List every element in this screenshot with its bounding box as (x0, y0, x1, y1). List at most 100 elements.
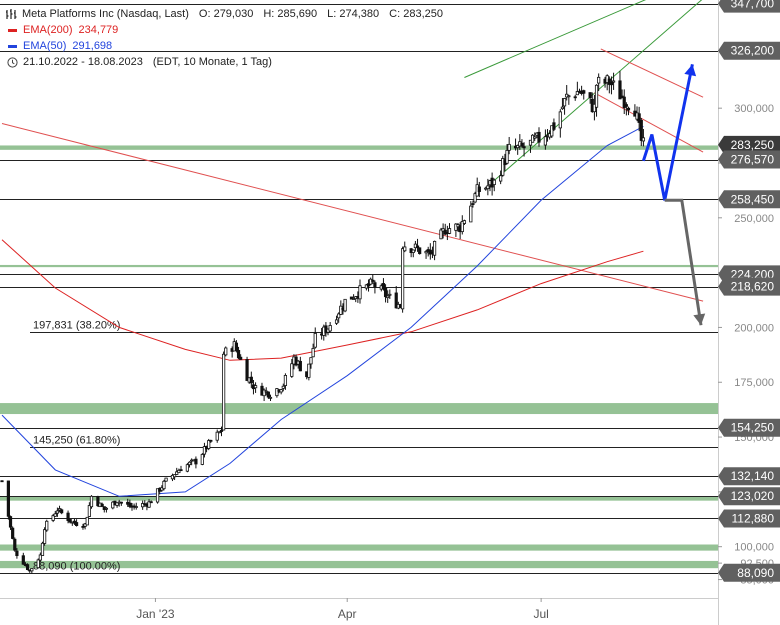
candle-body (68, 519, 72, 523)
candle-body (339, 305, 343, 315)
price-tag (718, 135, 780, 154)
candle-body (155, 488, 160, 503)
price-tag (718, 41, 780, 60)
candle-body (562, 98, 567, 107)
candle-body (516, 145, 520, 149)
candle-body (57, 508, 62, 511)
candle-body (13, 538, 17, 551)
candle-body (307, 363, 311, 378)
candle-body (128, 502, 132, 507)
candle-body (411, 249, 415, 253)
price-tag (718, 509, 780, 528)
candle-body (415, 245, 420, 249)
ema50-value: 291,698 (72, 40, 113, 52)
candle-body (134, 506, 138, 508)
candle-body (522, 146, 526, 149)
candle-body (641, 137, 646, 142)
candle-body (609, 81, 614, 86)
legend-instrument-row: Meta Platforms Inc (Nasdaq, Last) O: 279… (6, 6, 443, 22)
fib-label: 88,090 (100.00%) (33, 561, 120, 573)
candle-body (11, 527, 15, 539)
candle-body (639, 119, 643, 141)
candle-body (96, 496, 100, 507)
y-tick-label: 100,000 (734, 542, 774, 554)
price-tag (718, 563, 780, 582)
candle-body (573, 96, 577, 99)
candle-body (264, 390, 268, 393)
candle-body (215, 431, 219, 441)
candle-body (239, 356, 243, 360)
legend-ema200-row: EMA(200) 234,779 (6, 22, 443, 38)
ema200-value: 234,779 (78, 24, 119, 36)
candle-body (45, 520, 49, 531)
candle-body (217, 431, 221, 434)
fib-label: 145,250 (61.80%) (33, 435, 120, 447)
instrument-title: Meta Platforms Inc (Nasdaq, Last) (22, 8, 189, 20)
candle-body (594, 84, 599, 108)
candle-body (622, 96, 626, 109)
trend-line (594, 92, 704, 153)
candle-body (386, 295, 390, 299)
candle-body (87, 505, 91, 517)
candle-body (8, 516, 13, 528)
candle-body (471, 203, 475, 205)
trend-line (1, 123, 704, 302)
price-tag-label: 347,700 (731, 0, 775, 11)
support-zone (0, 496, 718, 501)
candle-body (266, 391, 270, 398)
ema200-label: EMA(200) (23, 24, 73, 36)
x-tick-label: Jan '23 (136, 607, 175, 621)
price-tag (718, 277, 780, 296)
price-tag-label: 154,250 (731, 421, 775, 435)
candle-body (38, 554, 42, 561)
price-tag-label: 123,020 (731, 489, 775, 503)
candle-body (334, 319, 339, 324)
candle-body (60, 509, 64, 514)
candle-body (401, 248, 405, 310)
candle-body (537, 131, 541, 143)
candle-body (15, 550, 19, 557)
candle-body (403, 246, 407, 252)
low-value: L: 274,380 (327, 8, 380, 20)
candle-body (85, 516, 89, 526)
close-value: C: 283,250 (389, 8, 443, 20)
candle-body (373, 282, 377, 288)
candle-body (383, 287, 388, 298)
candle-body (147, 501, 151, 508)
clock-icon (7, 56, 18, 68)
support-zone (0, 403, 718, 415)
candle-body (560, 106, 565, 110)
candle-body (611, 80, 616, 83)
x-tick-label: Jul (533, 607, 548, 621)
candle-body (597, 76, 601, 84)
candle-body (219, 429, 224, 432)
candle-body (313, 333, 317, 348)
candle-body (311, 348, 315, 358)
candle-body (388, 293, 392, 296)
candle-body (30, 568, 34, 572)
bearish-projection-arrow (664, 198, 703, 326)
candle-body (507, 143, 511, 151)
ema50-swatch (8, 44, 17, 48)
price-tag (718, 190, 780, 209)
candle-body (207, 440, 211, 449)
open-value: O: 279,030 (198, 8, 254, 20)
candle-body (187, 461, 192, 466)
candle-body (268, 396, 273, 399)
candle-body (477, 186, 481, 192)
candle-body (582, 90, 586, 94)
candle-body (432, 240, 437, 256)
candle-body (51, 515, 55, 521)
candle-body (575, 91, 579, 96)
candle-body (626, 107, 631, 111)
candle-body (499, 175, 503, 182)
candle-body (558, 111, 562, 129)
candle-body (164, 477, 168, 482)
candle-body (394, 292, 398, 309)
candle-body (473, 193, 477, 203)
ema50-label: EMA(50) (23, 40, 67, 52)
x-tick-label: Apr (338, 607, 357, 621)
candle-body (298, 360, 302, 372)
